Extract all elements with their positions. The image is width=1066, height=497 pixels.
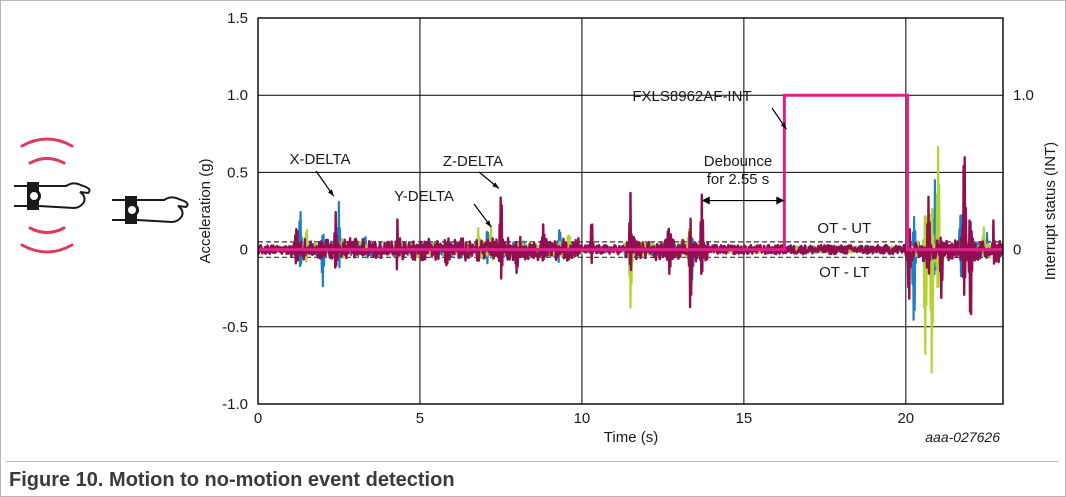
y-tick-label: 0.5	[227, 164, 248, 181]
z-delta-label: Z-DELTA	[443, 153, 503, 170]
y2-tick-label: 0	[1013, 242, 1021, 259]
y-tick-label: 1.0	[227, 87, 248, 104]
plot-area-border	[257, 17, 1004, 405]
x-tick-label: 20	[897, 410, 914, 427]
y-axis-title: Acceleration (g)	[197, 158, 214, 263]
y-tick-label: -0.5	[222, 319, 248, 336]
y2-tick-label: 1.0	[1013, 87, 1034, 104]
x-delta-label: X-DELTA	[289, 151, 350, 168]
debounce-right-arrowhead	[776, 196, 785, 205]
ot-ut-label: OT - UT	[817, 220, 871, 237]
x-tick-label: 5	[416, 410, 424, 427]
x-tick-label: 10	[574, 410, 591, 427]
axis-ticks: 0 5 10 15 20 -1.0 -0.5 0 0.5 1.0 1.5 0 1.0	[222, 10, 1034, 427]
motion-chart: 0 5 10 15 20 -1.0 -0.5 0 0.5 1.0 1.5 0 1.0 X-DELTA Z-…	[14, 10, 1059, 446]
y-delta-arrow-head	[485, 220, 492, 228]
wrist-watch-moving-icon	[14, 182, 91, 210]
ot-lt-label: OT - LT	[819, 264, 869, 281]
x-tick-label: 15	[736, 410, 753, 427]
int-label: FXLS8962AF-INT	[632, 88, 751, 105]
debounce-label-line2: for 2.55 s	[707, 171, 770, 188]
annotations: X-DELTA Z-DELTA Y-DELTA FXLS8962AF-INT Debou…	[289, 88, 871, 281]
figure-caption: Figure 10. Motion to no-motion event det…	[6, 461, 1058, 493]
y-delta-label: Y-DELTA	[394, 188, 454, 205]
debounce-left-arrowhead	[701, 196, 710, 205]
y-tick-label: 0	[240, 242, 248, 259]
x-tick-label: 0	[254, 410, 262, 427]
y2-axis-title: Interrupt status (INT)	[1042, 142, 1059, 280]
y-tick-label: -1.0	[222, 396, 248, 413]
debounce-label-line1: Debounce	[704, 153, 772, 170]
series-layer	[258, 93, 1003, 374]
x-delta-arrow-head	[327, 189, 334, 197]
interrupt-series-line	[258, 93, 1003, 252]
motion-arcs-icon	[20, 137, 74, 254]
wrist-watch-still-icon	[112, 196, 189, 224]
z-delta-arrow-head	[492, 182, 499, 189]
x-axis-title: Time (s)	[604, 429, 658, 446]
figure-id: aaa-027626	[925, 429, 1000, 445]
y-tick-label: 1.5	[227, 10, 248, 27]
int-arrow-head	[780, 122, 787, 130]
